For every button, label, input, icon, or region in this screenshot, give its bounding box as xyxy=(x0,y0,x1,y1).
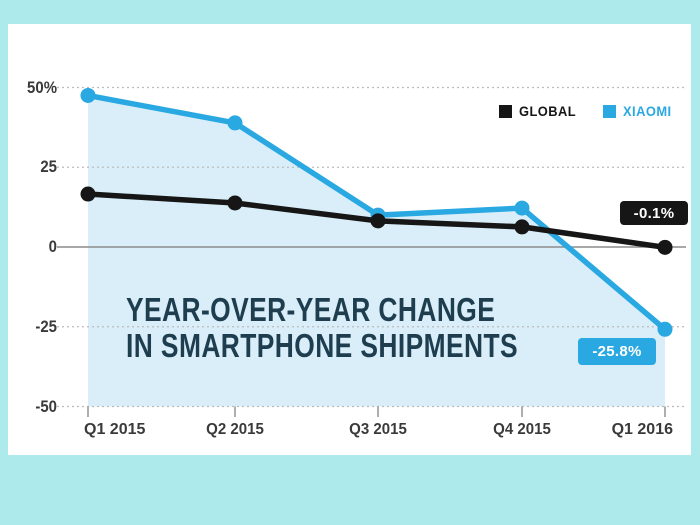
y-axis-label-0: 0 xyxy=(48,237,57,256)
global-legend-swatch-icon xyxy=(499,104,513,118)
xiaomi-point-q1-2016 xyxy=(657,321,673,337)
xiaomi-legend-swatch-icon xyxy=(603,104,617,118)
legend-item-xiaomi: XIAOMI xyxy=(603,103,676,119)
global-point-q4-2015 xyxy=(514,219,530,235)
y-axis-label--50: -50 xyxy=(35,396,57,416)
line-chart xyxy=(57,86,686,417)
global-point-q1-2016 xyxy=(657,239,673,255)
chart-title: YEAR-OVER-YEAR CHANGE IN SMARTPHONE SHIP… xyxy=(126,292,518,364)
legend-label-global: GLOBAL xyxy=(519,103,577,119)
global-point-q1-2015 xyxy=(80,186,96,202)
x-axis-label-q4-2015: Q4 2015 xyxy=(493,421,551,438)
xiaomi-point-q4-2015 xyxy=(514,200,530,216)
x-axis-label-q1-2015: Q1 2015 xyxy=(84,421,146,438)
legend-item-global: GLOBAL xyxy=(499,103,581,119)
xiaomi-point-q2-2015 xyxy=(227,115,243,131)
xiaomi-point-q1-2015 xyxy=(80,87,96,103)
chart-legend: GLOBAL XIAOMI xyxy=(499,103,676,119)
chart-panel: 50% 25 0 -25 -50 Q1 2015 Q2 2015 Q3 2015 Q4 2015… xyxy=(8,24,691,455)
x-axis-label-q1-2016: Q1 2016 xyxy=(611,421,673,438)
legend-label-xiaomi: XIAOMI xyxy=(623,103,672,119)
global-point-q3-2015 xyxy=(370,213,386,229)
global-point-q2-2015 xyxy=(227,195,243,211)
y-axis-label--25: -25 xyxy=(35,316,57,336)
xiaomi-value-callout: -25.8% xyxy=(578,338,656,365)
chart-title-line2: IN SMARTPHONE SHIPMENTS xyxy=(126,327,519,364)
x-axis-label-q3-2015: Q3 2015 xyxy=(349,421,407,438)
xiaomi-area-fill xyxy=(88,95,665,407)
chart-title-line1: YEAR-OVER-YEAR CHANGE xyxy=(126,291,496,328)
y-axis-label-25: 25 xyxy=(40,157,57,177)
x-axis-label-q2-2015: Q2 2015 xyxy=(206,421,264,438)
global-value-callout: -0.1% xyxy=(620,201,688,225)
y-axis-label-50: 50% xyxy=(27,77,57,97)
